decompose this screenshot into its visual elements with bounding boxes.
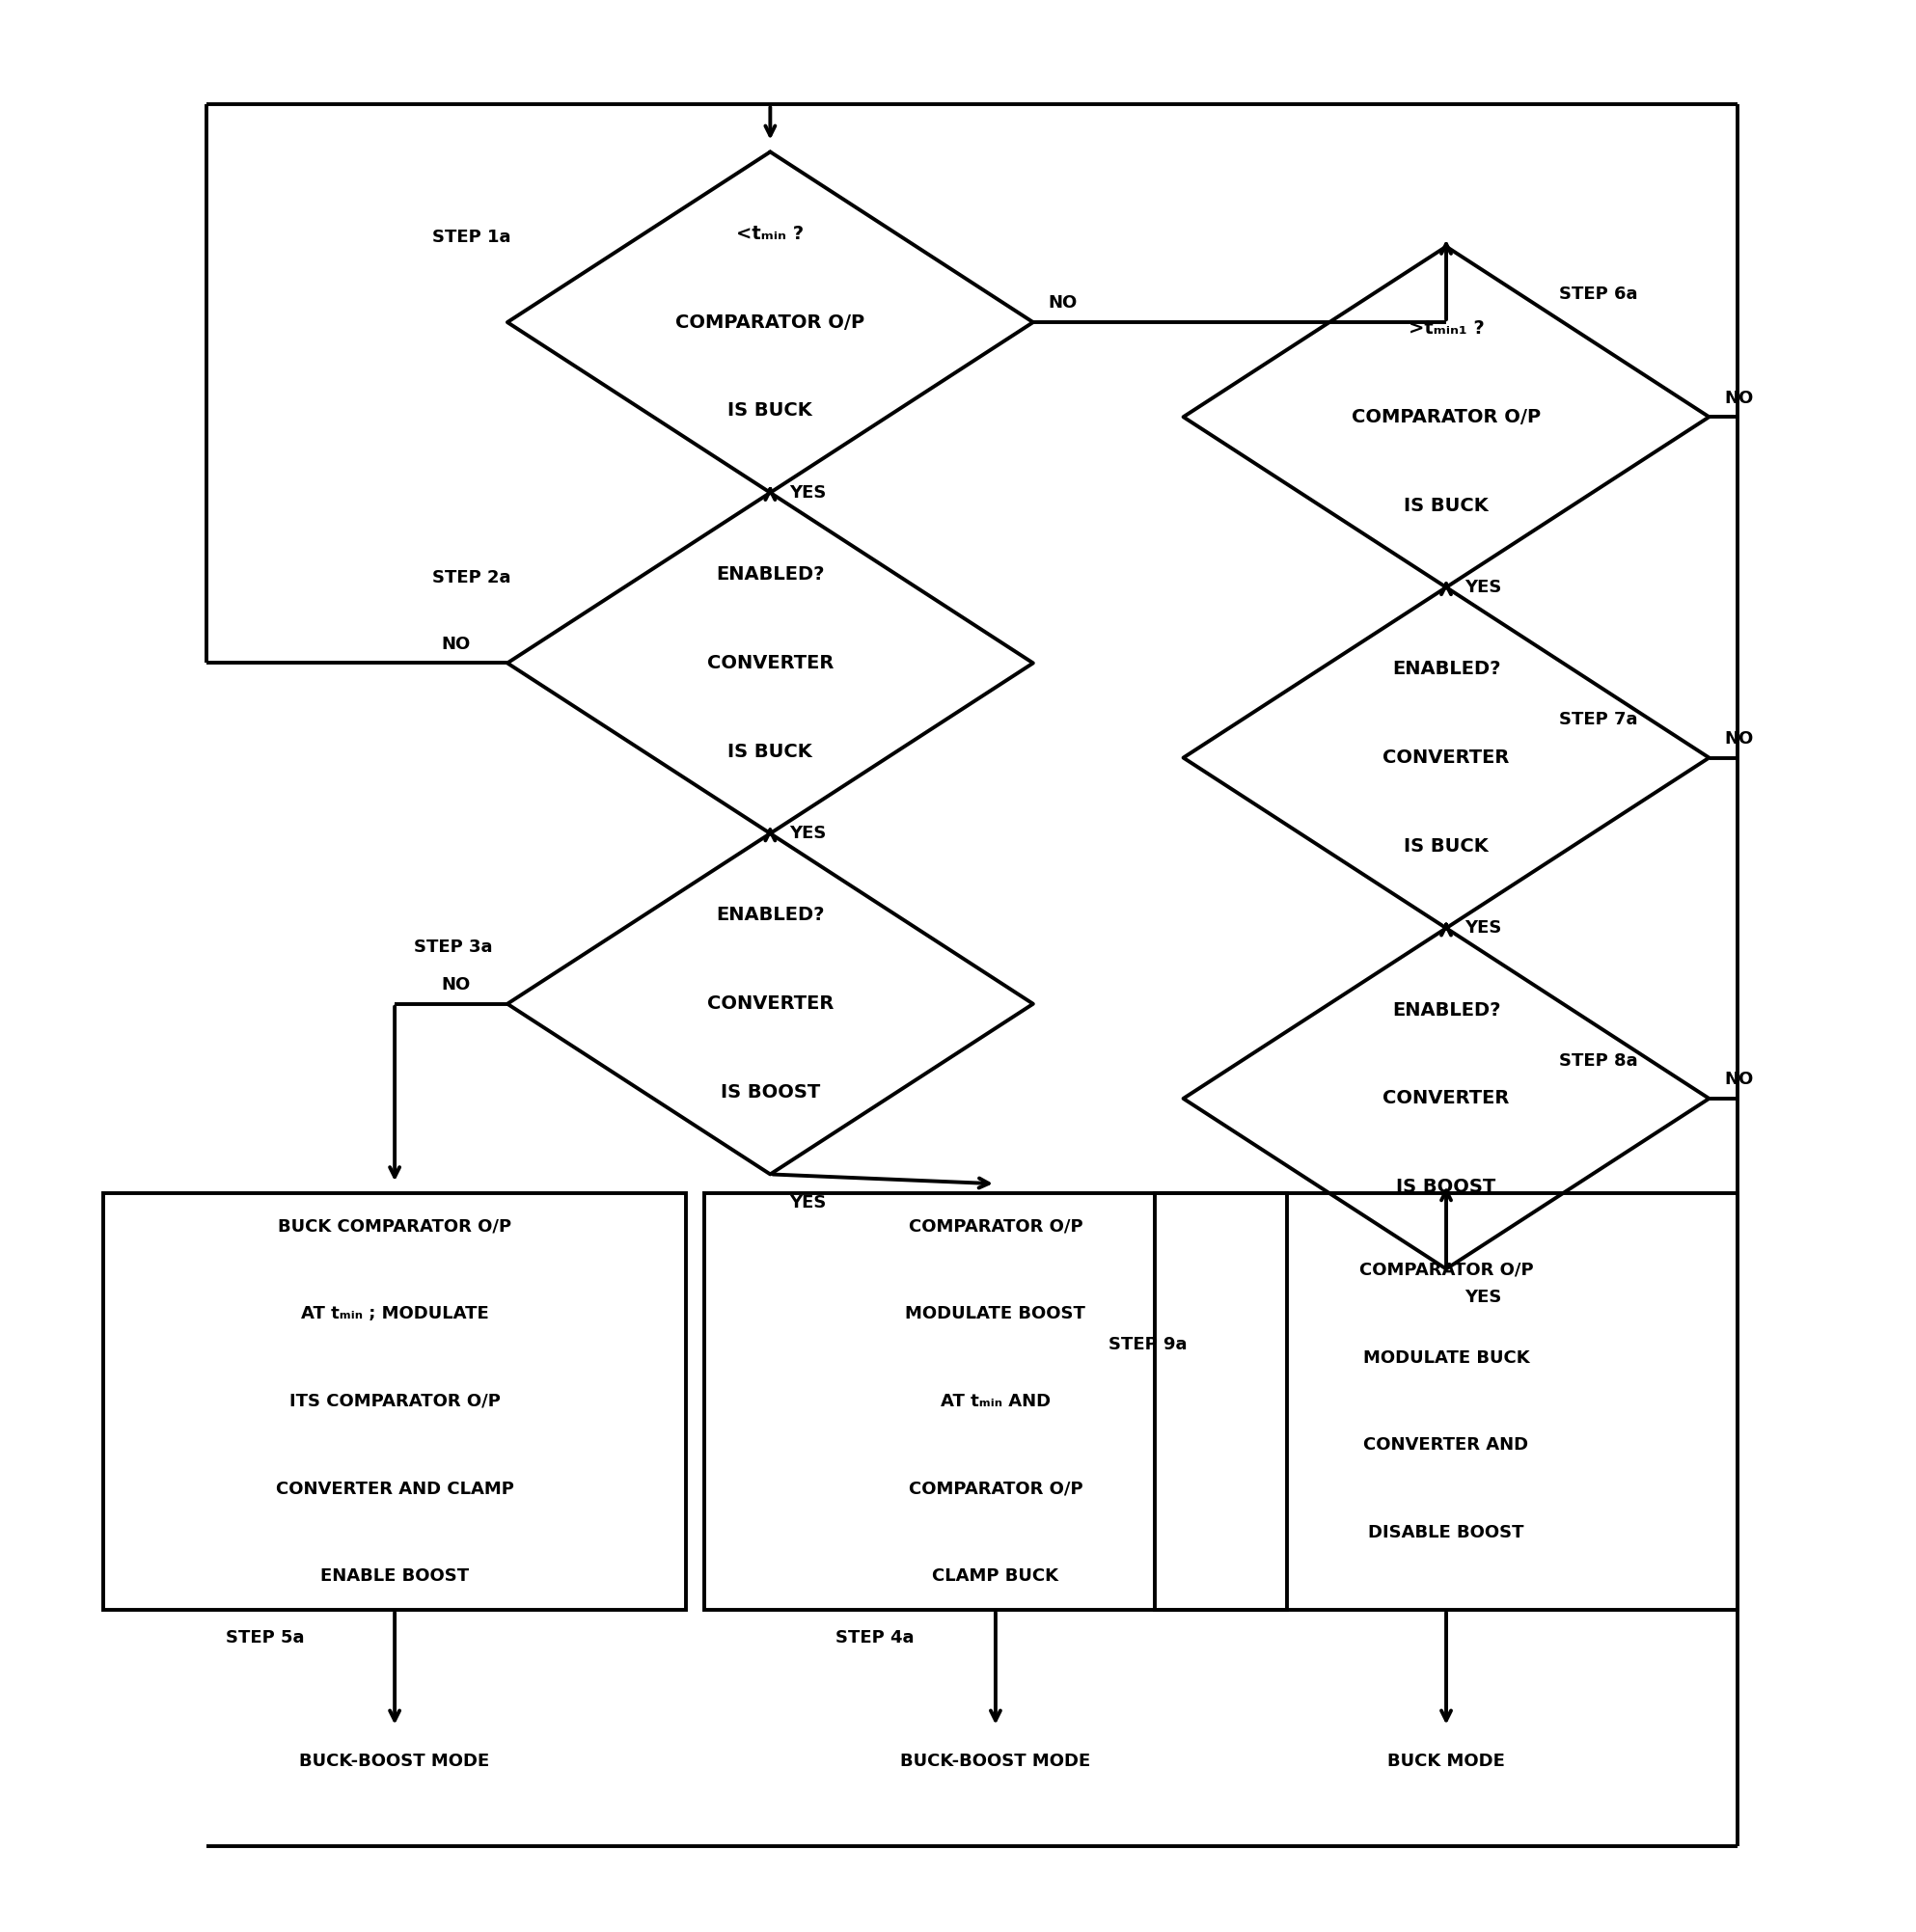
Text: IS BOOST: IS BOOST	[1397, 1179, 1496, 1196]
Text: COMPARATOR O/P: COMPARATOR O/P	[1351, 408, 1540, 427]
Text: COMPARATOR O/P: COMPARATOR O/P	[908, 1480, 1083, 1497]
Text: YES: YES	[1466, 920, 1502, 937]
Text: STEP 7a: STEP 7a	[1560, 711, 1638, 728]
Text: NO: NO	[1724, 730, 1753, 748]
Text: ENABLED?: ENABLED?	[1391, 1001, 1500, 1018]
Text: IS BUCK: IS BUCK	[728, 402, 812, 419]
Text: YES: YES	[1466, 580, 1502, 595]
Text: ENABLED?: ENABLED?	[717, 906, 824, 923]
Text: IS BUCK: IS BUCK	[1404, 837, 1489, 856]
Text: CONVERTER AND CLAMP: CONVERTER AND CLAMP	[276, 1480, 513, 1497]
Text: ITS COMPARATOR O/P: ITS COMPARATOR O/P	[289, 1393, 500, 1410]
Text: IS BOOST: IS BOOST	[720, 1084, 820, 1101]
Bar	[1155, 1194, 1738, 1609]
Text: CONVERTER: CONVERTER	[1383, 748, 1510, 767]
Bar	[705, 1194, 1288, 1609]
Text: >tₘᵢₙ₁ ?: >tₘᵢₙ₁ ?	[1408, 319, 1485, 338]
Text: IS BUCK: IS BUCK	[728, 742, 812, 761]
Text: COMPARATOR O/P: COMPARATOR O/P	[1358, 1262, 1533, 1279]
Text: STEP 5a: STEP 5a	[226, 1629, 305, 1646]
Text: COMPARATOR O/P: COMPARATOR O/P	[676, 313, 864, 332]
Text: CONVERTER: CONVERTER	[707, 995, 833, 1012]
Text: STEP 6a: STEP 6a	[1560, 286, 1638, 303]
Text: MODULATE BOOST: MODULATE BOOST	[906, 1306, 1086, 1323]
Text: ENABLED?: ENABLED?	[717, 566, 824, 583]
Bar	[103, 1194, 686, 1609]
Text: BUCK MODE: BUCK MODE	[1387, 1752, 1504, 1770]
Text: CONVERTER AND: CONVERTER AND	[1364, 1437, 1529, 1455]
Text: STEP 2a: STEP 2a	[433, 570, 512, 587]
Text: NO: NO	[1048, 296, 1077, 311]
Text: STEP 1a: STEP 1a	[433, 228, 512, 245]
Text: STEP 3a: STEP 3a	[414, 939, 492, 956]
Text: MODULATE BUCK: MODULATE BUCK	[1362, 1349, 1529, 1366]
Text: BUCK-BOOST MODE: BUCK-BOOST MODE	[901, 1752, 1090, 1770]
Text: STEP 9a: STEP 9a	[1107, 1337, 1186, 1352]
Text: BUCK-BOOST MODE: BUCK-BOOST MODE	[299, 1752, 490, 1770]
Text: DISABLE BOOST: DISABLE BOOST	[1368, 1524, 1523, 1542]
Text: YES: YES	[789, 825, 826, 842]
Text: COMPARATOR O/P: COMPARATOR O/P	[908, 1217, 1083, 1235]
Text: ENABLED?: ENABLED?	[1391, 661, 1500, 678]
Text: IS BUCK: IS BUCK	[1404, 497, 1489, 514]
Text: NO: NO	[441, 636, 471, 653]
Text: YES: YES	[789, 1194, 826, 1211]
Text: AT tₘᵢₙ AND: AT tₘᵢₙ AND	[941, 1393, 1050, 1410]
Text: <tₘᵢₙ ?: <tₘᵢₙ ?	[736, 224, 805, 243]
Text: CONVERTER: CONVERTER	[1383, 1090, 1510, 1107]
Text: NO: NO	[1724, 390, 1753, 406]
Text: AT tₘᵢₙ ; MODULATE: AT tₘᵢₙ ; MODULATE	[301, 1306, 489, 1323]
Text: YES: YES	[789, 485, 826, 500]
Text: YES: YES	[1466, 1289, 1502, 1306]
Text: ENABLE BOOST: ENABLE BOOST	[320, 1567, 469, 1584]
Text: STEP 4a: STEP 4a	[835, 1629, 914, 1646]
Text: CONVERTER: CONVERTER	[707, 653, 833, 672]
Text: BUCK COMPARATOR O/P: BUCK COMPARATOR O/P	[278, 1217, 512, 1235]
Text: NO: NO	[1724, 1070, 1753, 1088]
Text: STEP 8a: STEP 8a	[1560, 1053, 1638, 1068]
Text: NO: NO	[441, 976, 471, 993]
Text: CLAMP BUCK: CLAMP BUCK	[933, 1567, 1060, 1584]
